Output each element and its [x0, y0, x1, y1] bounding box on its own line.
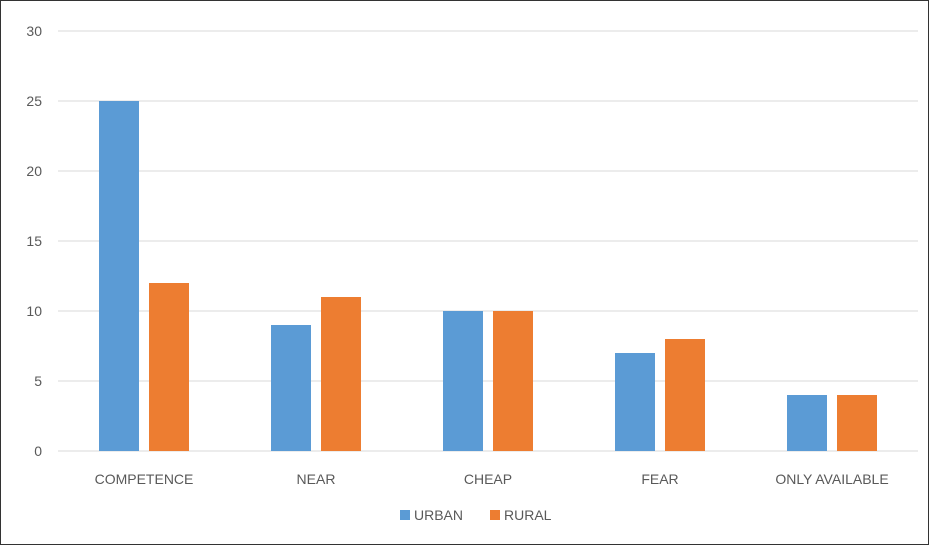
bar-rural-competence [149, 283, 189, 451]
x-category-label: COMPETENCE [95, 471, 194, 487]
legend-label-rural: RURAL [504, 507, 552, 523]
x-category-label: NEAR [297, 471, 336, 487]
bar-rural-cheap [493, 311, 533, 451]
bar-urban-cheap [443, 311, 483, 451]
bar-urban-only-available [787, 395, 827, 451]
x-category-label: FEAR [641, 471, 678, 487]
legend-swatch-rural [490, 510, 500, 520]
bars [99, 101, 877, 451]
legend: URBAN RURAL [400, 507, 552, 523]
x-category-label: ONLY AVAILABLE [775, 471, 888, 487]
bar-urban-fear [615, 353, 655, 451]
gridlines [58, 30, 918, 452]
y-tick-label: 20 [26, 163, 42, 179]
x-category-label: CHEAP [464, 471, 512, 487]
y-tick-label: 30 [26, 23, 42, 39]
y-tick-label: 15 [26, 233, 42, 249]
bar-rural-near [321, 297, 361, 451]
legend-swatch-urban [400, 510, 410, 520]
y-tick-label: 0 [34, 443, 42, 459]
y-tick-label: 10 [26, 303, 42, 319]
y-axis-ticks: 0 5 10 15 20 25 30 [26, 23, 42, 459]
y-tick-label: 25 [26, 93, 42, 109]
legend-label-urban: URBAN [414, 507, 463, 523]
bar-rural-only-available [837, 395, 877, 451]
x-axis-categories: COMPETENCE NEAR CHEAP FEAR ONLY AVAILABLE [95, 471, 889, 487]
y-tick-label: 5 [34, 373, 42, 389]
bar-rural-fear [665, 339, 705, 451]
bar-urban-near [271, 325, 311, 451]
bar-urban-competence [99, 101, 139, 451]
